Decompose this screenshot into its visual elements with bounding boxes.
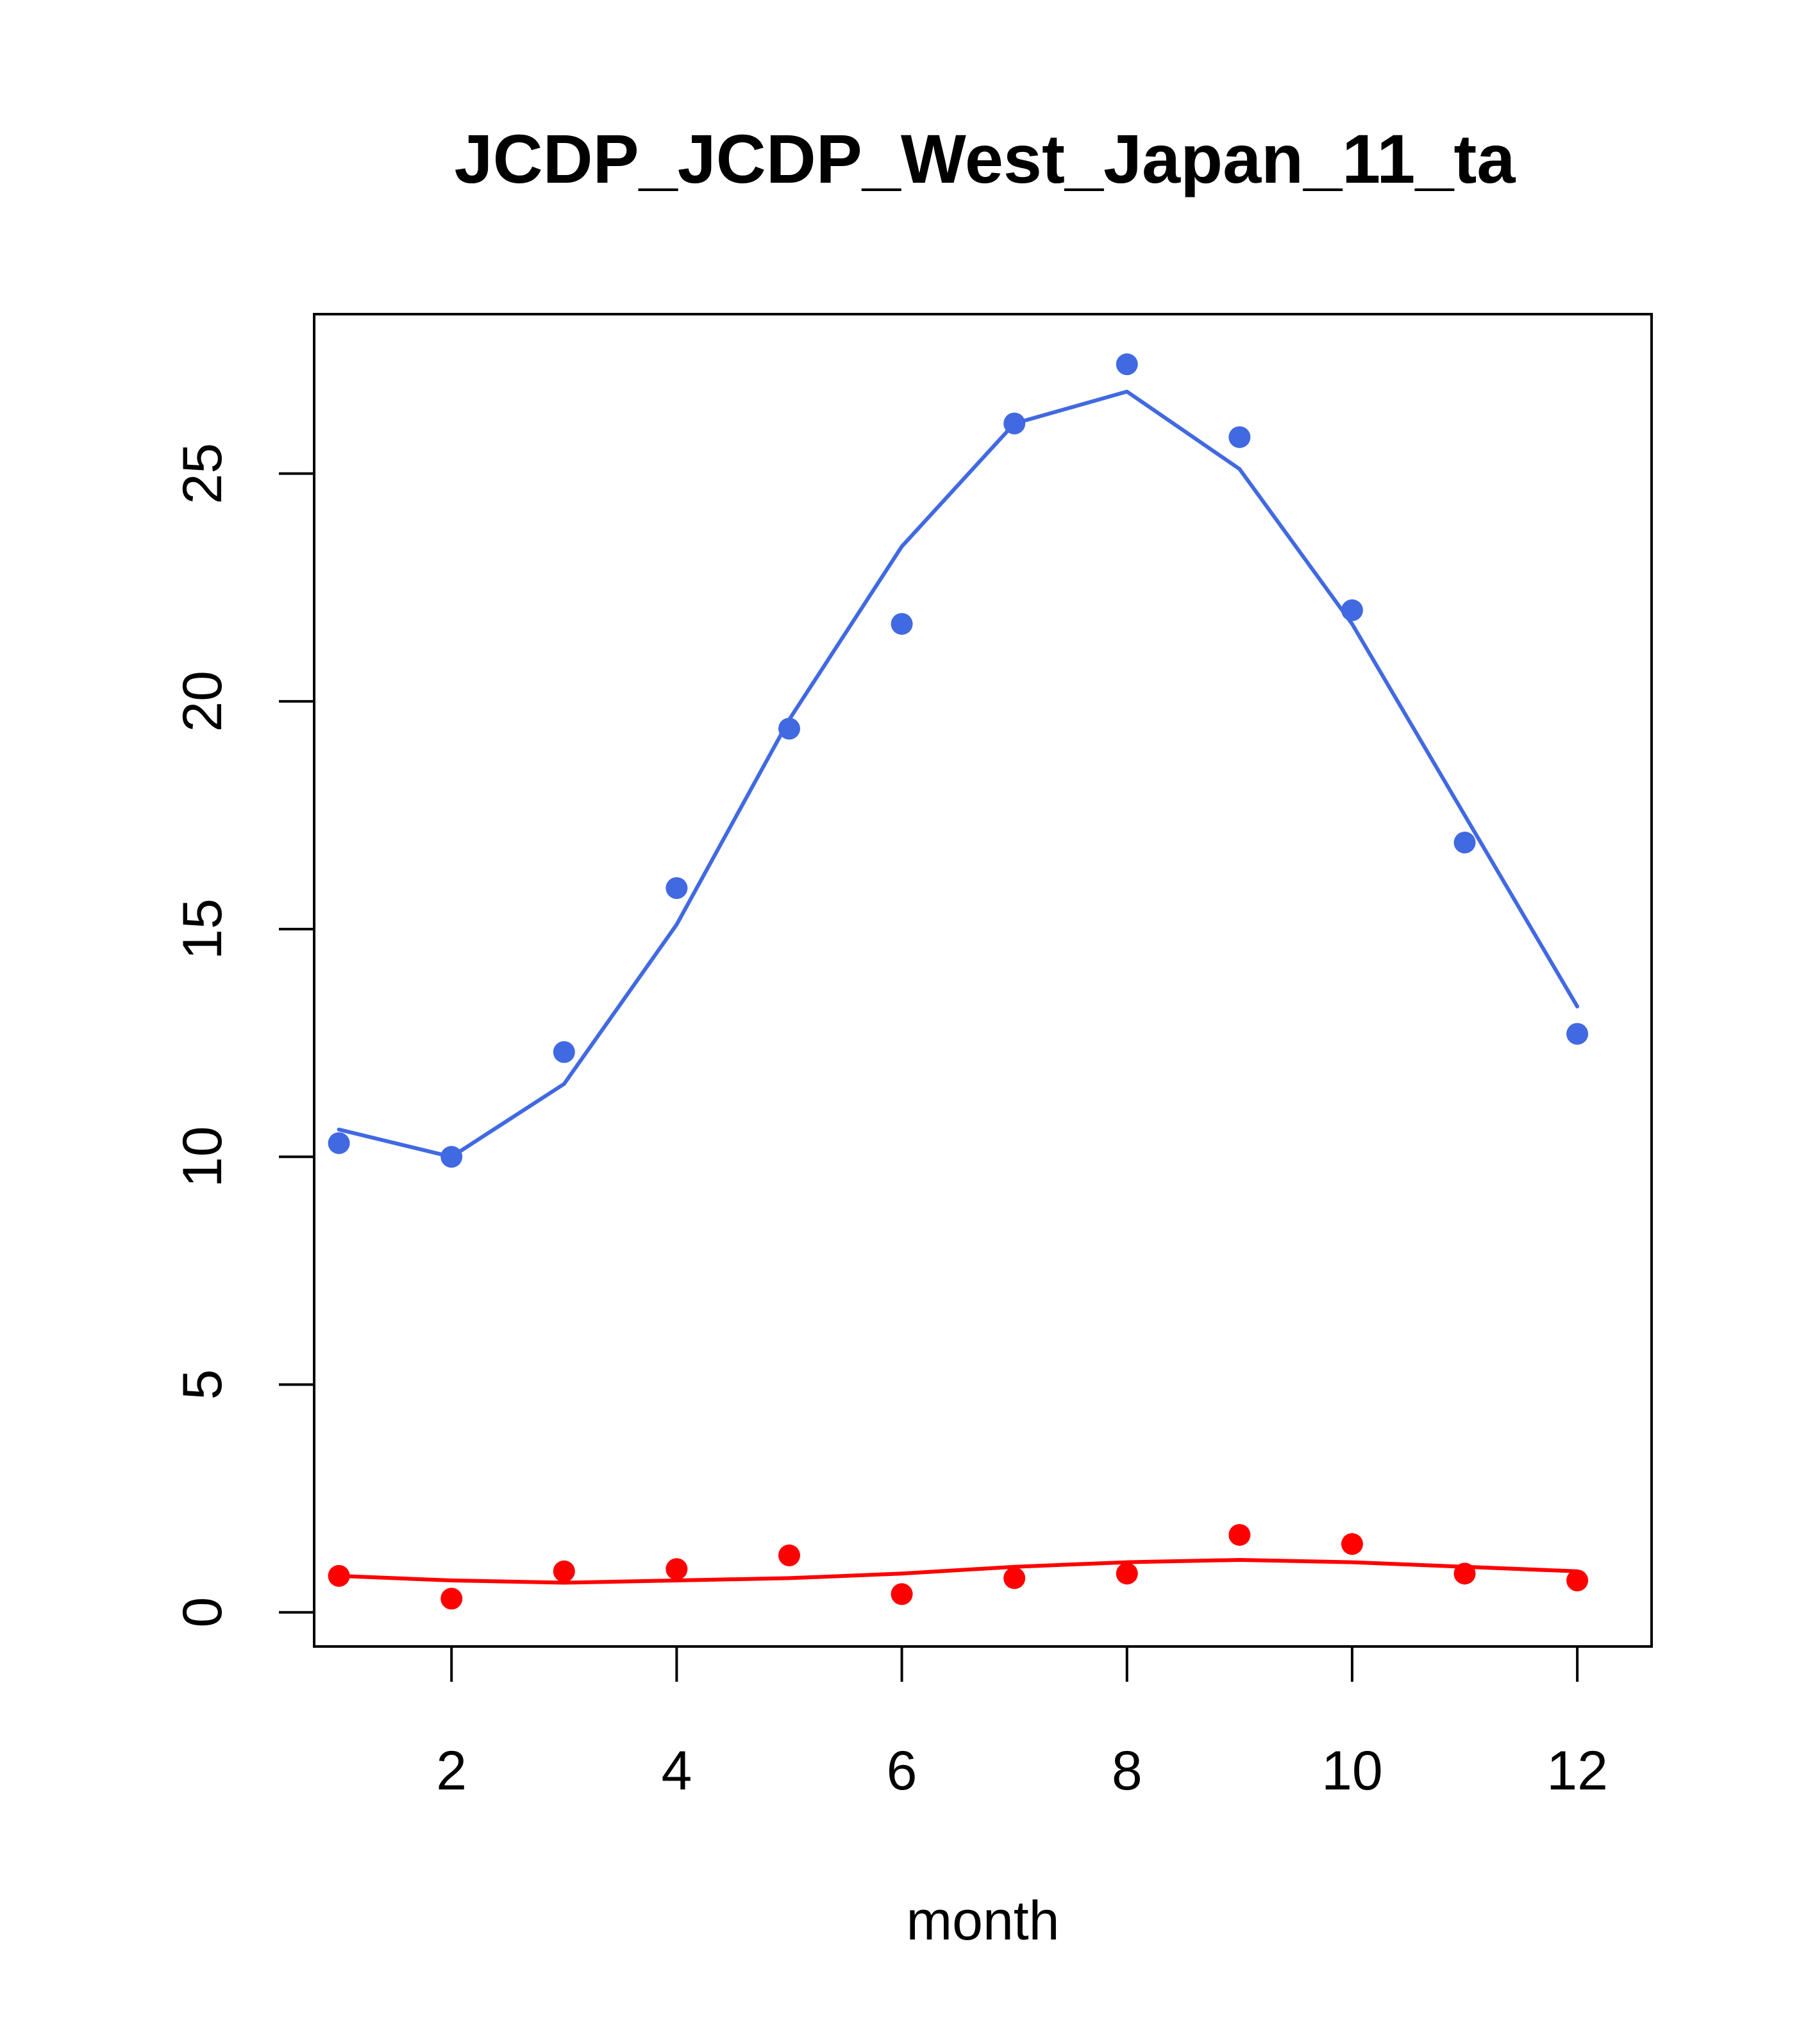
series-0-point-8 (1116, 353, 1138, 376)
y-tick-label-0: 0 (172, 1597, 233, 1628)
series-1-point-9 (1228, 1523, 1251, 1546)
series-1-point-12 (1566, 1569, 1589, 1591)
x-axis-label: month (906, 1890, 1059, 1952)
x-tick-label-6: 6 (887, 1740, 917, 1802)
series-0-fit-line (337, 389, 1580, 1159)
series-1-point-8 (1116, 1562, 1138, 1585)
x-tick-label-2: 2 (436, 1740, 467, 1802)
series-1-point-7 (1003, 1567, 1026, 1589)
series-1 (328, 1523, 1589, 1610)
series-1-point-1 (328, 1564, 350, 1587)
series-0-point-2 (440, 1146, 463, 1168)
x-tick-label-10: 10 (1321, 1740, 1383, 1802)
y-tick-label-20: 20 (172, 671, 233, 732)
series-0 (328, 353, 1589, 1168)
series-0-point-4 (666, 877, 688, 900)
series-0-point-12 (1566, 1023, 1589, 1045)
series-0-point-6 (891, 613, 913, 635)
series-0-point-3 (553, 1041, 575, 1063)
x-tick-label-8: 8 (1112, 1740, 1143, 1802)
series-0-point-7 (1003, 412, 1026, 435)
series-0-point-5 (778, 717, 800, 740)
series-0-point-10 (1341, 599, 1363, 621)
y-tick-label-5: 5 (172, 1370, 233, 1400)
y-tick-label-10: 10 (172, 1126, 233, 1187)
x-tick-label-4: 4 (661, 1740, 692, 1802)
plot-frame (313, 313, 1653, 1648)
series-0-point-9 (1228, 426, 1251, 448)
series-1-point-10 (1341, 1533, 1363, 1555)
series-1-point-6 (891, 1583, 913, 1605)
y-axis: 0 5 10 15 20 25 (172, 443, 314, 1628)
series-0-point-11 (1453, 832, 1476, 854)
x-tick-label-12: 12 (1546, 1740, 1608, 1802)
series-layer (328, 353, 1589, 1610)
series-0-point-1 (328, 1132, 350, 1154)
series-1-point-5 (778, 1544, 800, 1566)
series-1-point-4 (666, 1558, 688, 1580)
series-1-point-3 (553, 1560, 575, 1582)
y-tick-label-15: 15 (172, 898, 233, 960)
series-1-point-2 (440, 1587, 463, 1610)
x-axis: 2 4 6 8 10 12 (436, 1646, 1608, 1802)
series-1-fit-line (337, 1558, 1580, 1585)
y-tick-label-25: 25 (172, 443, 233, 505)
chart-title: JCDP_JCDP_West_Japan_11_ta (455, 120, 1516, 197)
series-1-point-11 (1453, 1562, 1476, 1585)
